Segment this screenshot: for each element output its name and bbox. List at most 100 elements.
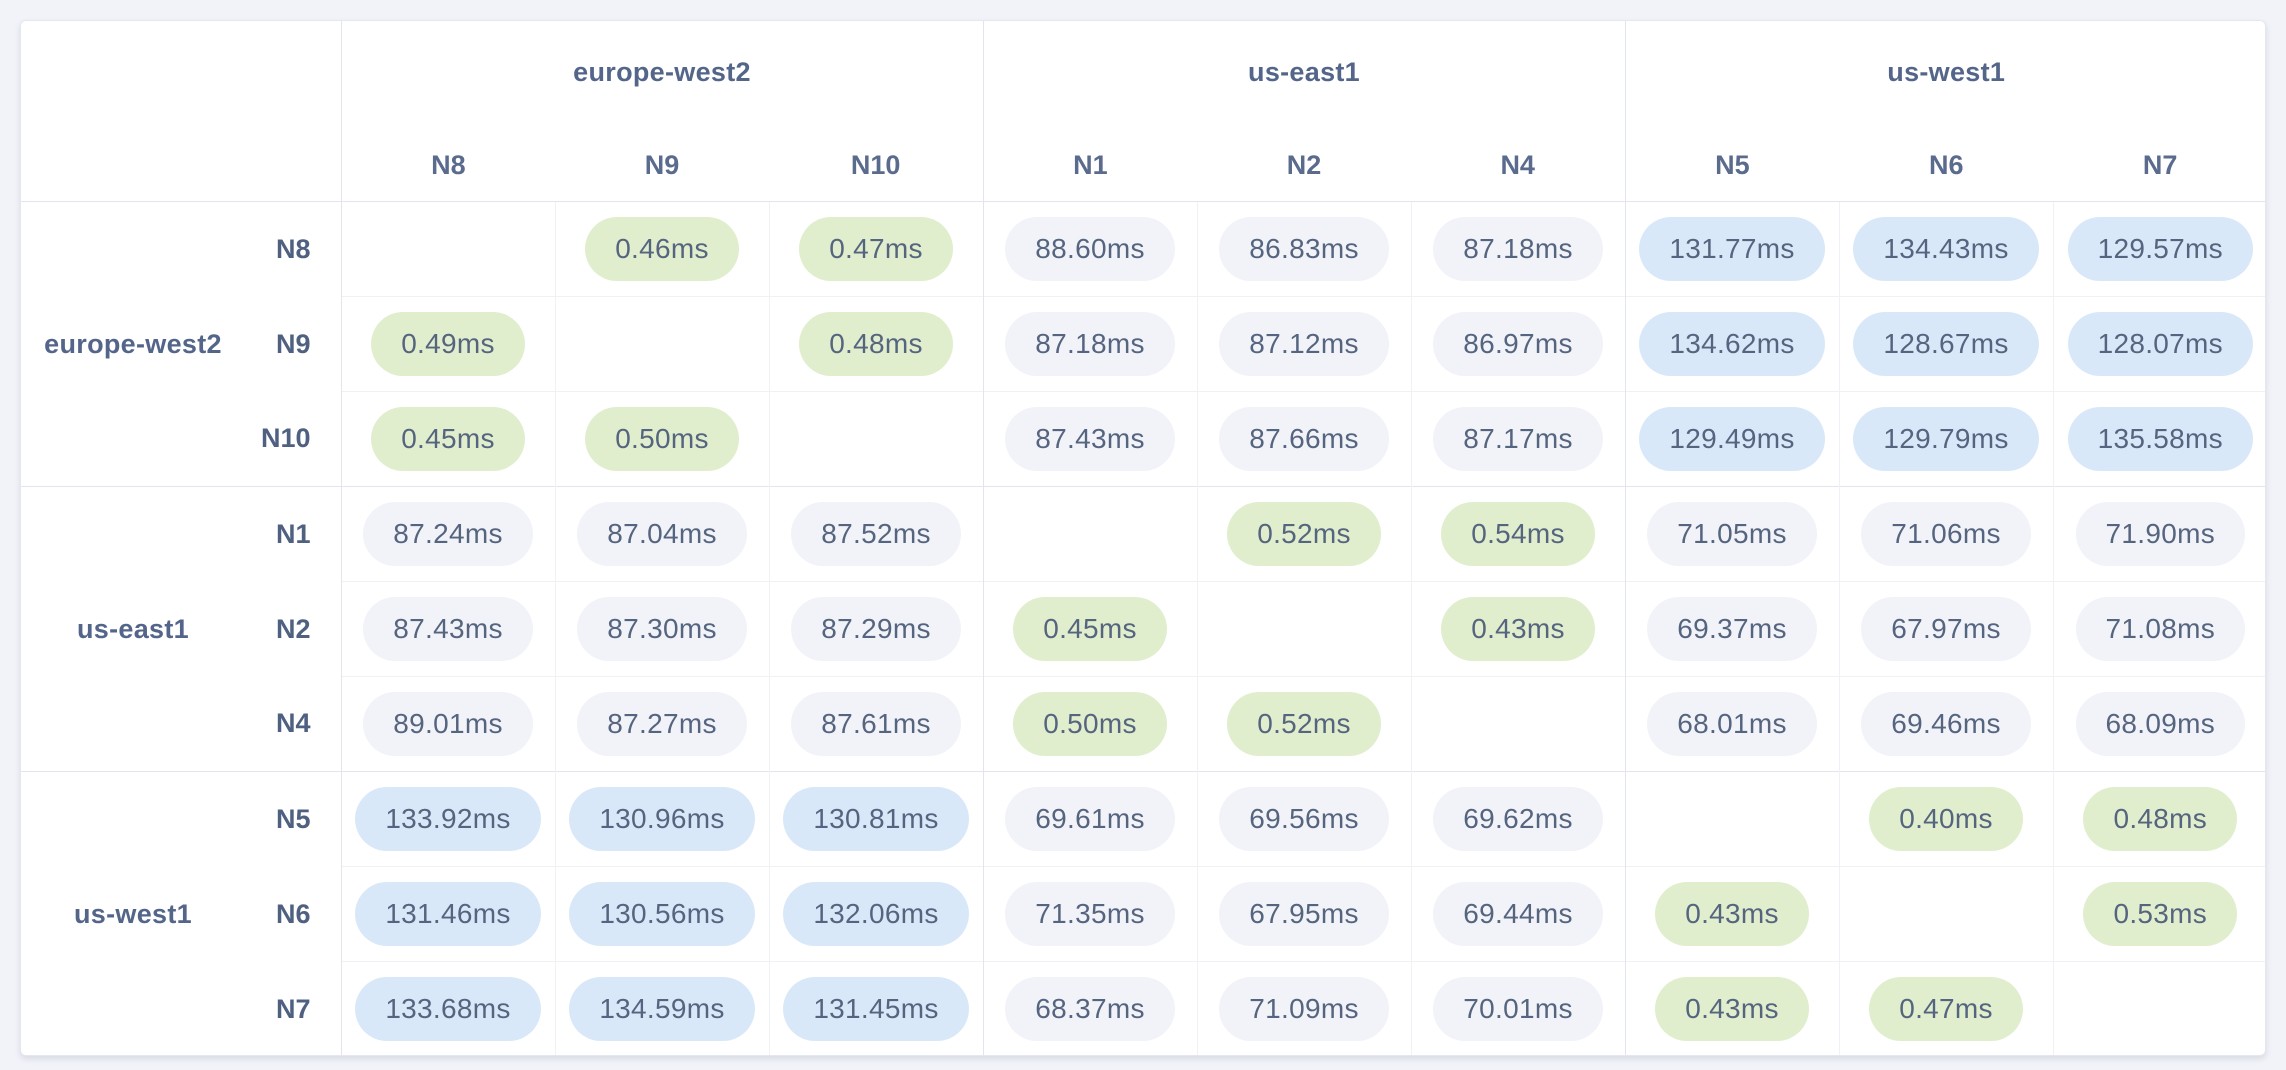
latency-pill: 0.52ms — [1227, 692, 1381, 756]
latency-cell — [2052, 961, 2265, 1055]
latency-cell: 0.43ms — [1624, 961, 1840, 1055]
latency-pill: 70.01ms — [1433, 977, 1603, 1042]
matrix-row-N2: N2 87.43ms 87.30ms 87.29ms 0.45ms 0.43ms 69.37… — [21, 581, 2265, 677]
region-row-label-us-east1: us-east1 — [21, 486, 245, 772]
latency-cell: 68.09ms — [2052, 676, 2265, 772]
latency-pill: 130.81ms — [783, 787, 969, 851]
node-row-label-N8: N8 — [245, 201, 342, 297]
latency-cell: 87.18ms — [982, 296, 1198, 392]
matrix-row-N4: N4 89.01ms 87.27ms 87.61ms 0.50ms 0.52ms 68.01… — [21, 676, 2265, 772]
latency-cell: 67.97ms — [1838, 581, 2054, 677]
latency-matrix-card: europe-west2 N8 N9 N10 us-east1 N1 N2 N4 us-west… — [20, 20, 2266, 1056]
latency-cell: 130.81ms — [768, 771, 984, 867]
latency-pill: 87.24ms — [363, 502, 533, 566]
latency-cell: 69.44ms — [1410, 866, 1626, 962]
region-column-group-inner: europe-west2 N8 N9 N10 — [342, 21, 983, 201]
latency-cell: 133.68ms — [340, 961, 555, 1055]
latency-cell: 0.48ms — [2052, 771, 2265, 867]
latency-pill: 69.61ms — [1005, 787, 1175, 851]
latency-cell: 134.43ms — [1838, 201, 2054, 297]
latency-pill: 131.77ms — [1639, 217, 1825, 281]
latency-cell — [1624, 771, 1840, 867]
latency-pill: 71.08ms — [2075, 597, 2246, 661]
region-column-label: europe-west2 — [573, 57, 751, 87]
latency-pill: 69.37ms — [1647, 597, 1817, 661]
latency-pill: 0.52ms — [1227, 502, 1381, 566]
latency-cell — [982, 486, 1198, 582]
node-row-label-N1: N1 — [245, 486, 342, 582]
latency-pill: 69.46ms — [1861, 692, 2031, 756]
latency-pill: 69.62ms — [1433, 787, 1603, 851]
node-column-header-N2: N2 — [1286, 150, 1322, 180]
latency-cell: 87.30ms — [554, 581, 769, 677]
latency-pill: 0.48ms — [2083, 787, 2238, 851]
latency-cell: 87.27ms — [554, 676, 769, 772]
latency-cell: 87.29ms — [768, 581, 984, 677]
region-column-group-us-east1: us-east1 N1 N2 N4 — [982, 21, 1626, 202]
latency-pill: 129.79ms — [1853, 407, 2039, 471]
latency-cell: 87.61ms — [768, 676, 984, 772]
latency-cell: 70.01ms — [1410, 961, 1626, 1055]
node-column-header-N4: N4 — [1500, 150, 1535, 180]
region-column-group-us-west1: us-west1 N5 N6 N7 — [1624, 21, 2265, 202]
node-row-label-N10: N10 — [245, 391, 342, 487]
latency-cell — [1196, 581, 1412, 677]
latency-pill: 134.59ms — [569, 977, 755, 1042]
latency-cell: 87.43ms — [982, 391, 1198, 487]
node-row-label-N6: N6 — [245, 866, 342, 962]
latency-pill: 0.46ms — [585, 217, 739, 281]
region-column-label: us-east1 — [1248, 57, 1360, 87]
latency-cell: 0.54ms — [1410, 486, 1626, 582]
latency-pill: 87.61ms — [791, 692, 961, 756]
latency-cell: 87.24ms — [340, 486, 555, 582]
node-header-row: N8 N9 N10 — [342, 150, 983, 181]
node-column-header-N6: N6 — [1929, 150, 1964, 180]
latency-cell: 71.06ms — [1838, 486, 2054, 582]
latency-pill: 129.49ms — [1639, 407, 1825, 471]
latency-pill: 67.95ms — [1219, 882, 1389, 946]
node-column-header-N7: N7 — [2142, 150, 2178, 180]
latency-cell: 128.07ms — [2052, 296, 2265, 392]
latency-cell: 71.35ms — [982, 866, 1198, 962]
region-column-group-inner: us-west1 N5 N6 N7 — [1626, 21, 2265, 201]
latency-pill: 87.43ms — [363, 597, 533, 661]
latency-cell: 69.46ms — [1838, 676, 2054, 772]
latency-cell: 87.04ms — [554, 486, 769, 582]
latency-cell: 87.52ms — [768, 486, 984, 582]
latency-pill: 0.48ms — [799, 312, 953, 376]
latency-cell: 69.37ms — [1624, 581, 1840, 677]
latency-cell: 0.53ms — [2052, 866, 2265, 962]
latency-pill: 130.56ms — [569, 882, 755, 946]
latency-cell: 132.06ms — [768, 866, 984, 962]
latency-pill: 69.44ms — [1433, 882, 1603, 946]
node-header-row: N5 N6 N7 — [1626, 150, 2265, 181]
node-column-header-N1: N1 — [1073, 150, 1108, 180]
region-row-label-us-west1: us-west1 — [21, 771, 245, 1055]
latency-cell: 0.45ms — [340, 391, 555, 487]
node-column-header-N8: N8 — [431, 150, 466, 180]
region-column-label: us-west1 — [1887, 57, 2006, 87]
latency-pill: 87.29ms — [791, 597, 961, 661]
node-column-header-N10: N10 — [850, 150, 901, 180]
latency-pill: 87.30ms — [577, 597, 747, 661]
latency-cell: 0.49ms — [340, 296, 555, 392]
latency-pill: 87.52ms — [791, 502, 961, 566]
node-row-label-N5: N5 — [245, 771, 342, 867]
latency-cell: 87.18ms — [1410, 201, 1626, 297]
latency-pill: 0.50ms — [585, 407, 739, 471]
node-row-label-N4: N4 — [245, 676, 342, 772]
latency-pill: 0.43ms — [1655, 882, 1809, 946]
latency-cell: 87.17ms — [1410, 391, 1626, 487]
latency-cell: 131.45ms — [768, 961, 984, 1055]
latency-pill: 87.66ms — [1219, 407, 1389, 471]
latency-cell: 0.48ms — [768, 296, 984, 392]
latency-pill: 88.60ms — [1005, 217, 1175, 281]
latency-cell: 0.50ms — [554, 391, 769, 487]
latency-pill: 71.35ms — [1005, 882, 1175, 946]
matrix-row-N8: europe-west2 N8 0.46ms 0.47ms 88.60ms 86.83ms… — [21, 201, 2265, 487]
corner-cell — [21, 21, 342, 202]
latency-pill: 135.58ms — [2067, 407, 2253, 471]
latency-cell: 129.57ms — [2052, 201, 2265, 297]
latency-cell: 87.12ms — [1196, 296, 1412, 392]
latency-cell: 130.56ms — [554, 866, 769, 962]
